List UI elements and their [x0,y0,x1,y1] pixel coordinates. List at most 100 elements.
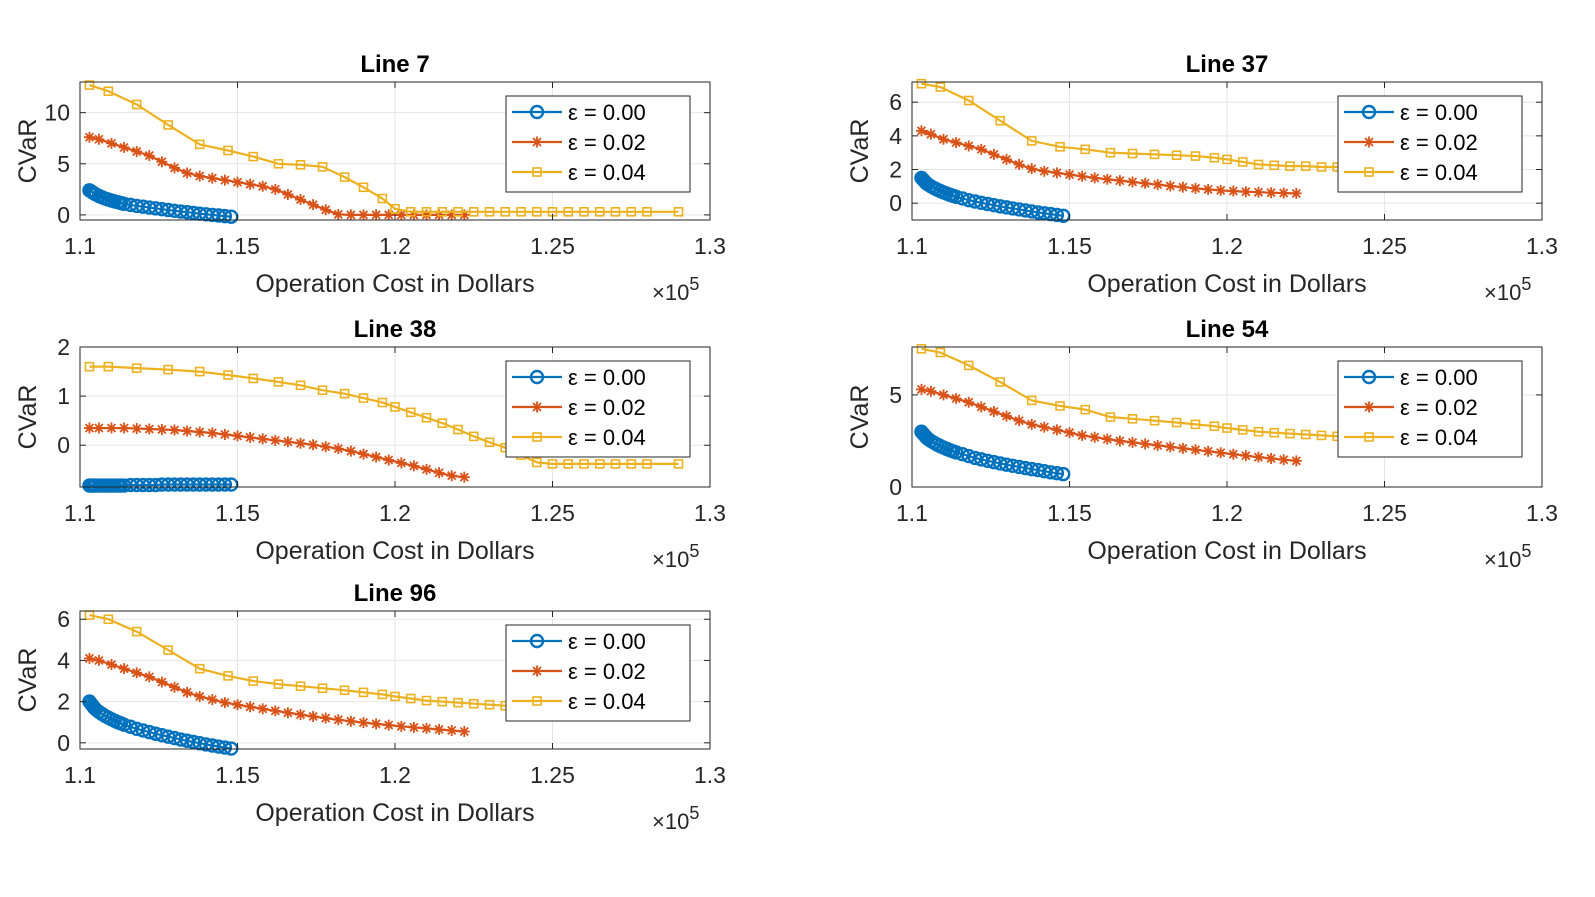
x-tick-label: 1.2 [379,500,411,526]
data-point [1026,163,1038,175]
legend-item: ε = 0.04 [512,160,646,185]
data-point [169,162,180,174]
x-tick-label: 1.15 [215,233,260,259]
data-point [1089,431,1101,443]
data-point [358,717,369,729]
data-point [1051,424,1063,436]
x-tick-label: 1.25 [530,233,575,259]
data-point [83,422,95,434]
data-point [118,663,130,675]
data-point [1171,150,1182,161]
data-point [1013,415,1025,427]
legend-marker [531,136,543,148]
data-point [408,209,420,221]
legend-item: ε = 0.04 [512,425,646,450]
data-point [421,463,432,475]
data-point [358,182,369,193]
data-point [405,407,416,418]
data-point [131,363,142,373]
data-point [1240,186,1252,198]
data-point [458,725,470,737]
data-point [148,726,163,741]
data-point [1055,141,1065,152]
data-point [93,133,105,145]
data-point [395,457,407,469]
x-exponent-power: 5 [1521,541,1531,561]
data-point [948,189,964,204]
legend-label: ε = 0.02 [568,395,646,420]
data-point [579,207,589,217]
data-point [1278,187,1290,199]
legend-item: ε = 0.02 [1344,130,1478,155]
data-point [437,207,448,217]
data-point [975,401,987,413]
data-point [938,133,949,145]
data-point [1064,169,1075,181]
data-point [143,423,155,435]
data-point [1269,427,1280,438]
x-axis-label: Operation Cost in Dollars [1087,270,1366,298]
y-axis-label: CVaR [14,648,42,713]
data-point [1026,136,1037,146]
data-point [1101,173,1113,185]
y-tick-label: 5 [57,151,70,177]
data-point [1265,187,1277,199]
data-point [118,422,130,434]
legend-label: ε = 0.02 [1400,130,1478,155]
data-point [370,718,382,730]
y-tick-label: 2 [889,157,902,183]
data-point [995,115,1006,126]
data-point [307,439,319,451]
subplot-4: 1.1 1.15 1.2 1.25 1.3 0 2 4 6 Line 96 Operation Co… [14,580,726,834]
data-point [143,671,155,683]
data-point [1076,170,1088,182]
data-point [961,448,976,464]
data-point [1164,441,1176,453]
x-exponent-power: 5 [689,274,699,294]
data-point [948,445,964,460]
data-point [1190,444,1201,456]
y-tick-label: 0 [889,190,902,216]
x-tick-label: 1.15 [1047,233,1092,259]
data-point [1190,182,1201,194]
legend-item: ε = 0.00 [512,629,646,654]
data-point [1215,447,1227,459]
data-point [273,158,284,169]
series-1 [83,422,470,483]
data-point [1105,147,1116,158]
subplot-2: 1.1 1.15 1.2 1.25 1.3 0 1 2 Line 38 Operation Cos… [14,316,726,572]
data-point [131,423,143,435]
data-point [1089,172,1101,184]
legend-label: ε = 0.00 [568,100,646,125]
legend-item: ε = 0.02 [512,130,646,155]
x-exponent-base: ×10 [652,547,689,572]
data-point [1013,158,1025,170]
series-0 [914,424,1071,482]
data-point [131,146,143,158]
data-point [1038,165,1050,177]
data-point [217,740,233,755]
data-point [320,712,332,724]
data-point [244,431,256,443]
data-point [1001,153,1012,165]
data-point [1026,395,1037,406]
data-point [1105,412,1116,422]
data-point [154,728,170,743]
data-point [194,139,205,150]
data-point [206,694,218,706]
data-point [963,360,974,371]
x-tick-label: 1.25 [1362,500,1407,526]
data-point [1240,450,1252,462]
legend-marker [1363,401,1375,413]
data-point [468,431,479,442]
data-point [925,128,937,140]
data-point [223,145,233,156]
data-point [269,183,281,195]
series-line [89,84,679,213]
data-point [1285,161,1295,171]
legend-marker [532,167,542,177]
data-point [1152,179,1164,191]
data-point [345,715,357,727]
data-point [217,477,233,492]
data-point [1149,415,1160,426]
